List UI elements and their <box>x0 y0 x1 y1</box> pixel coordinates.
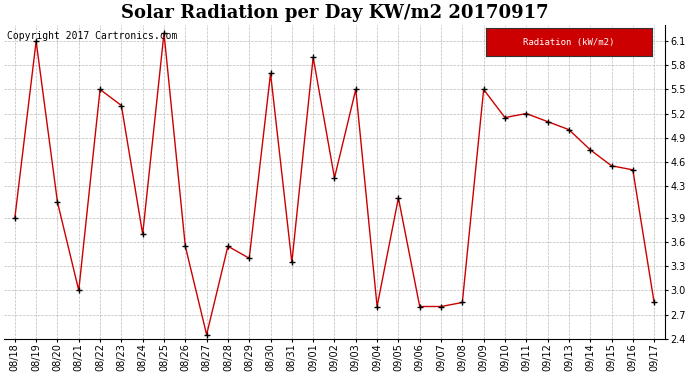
Title: Solar Radiation per Day KW/m2 20170917: Solar Radiation per Day KW/m2 20170917 <box>121 4 549 22</box>
Text: Copyright 2017 Cartronics.com: Copyright 2017 Cartronics.com <box>8 32 178 41</box>
